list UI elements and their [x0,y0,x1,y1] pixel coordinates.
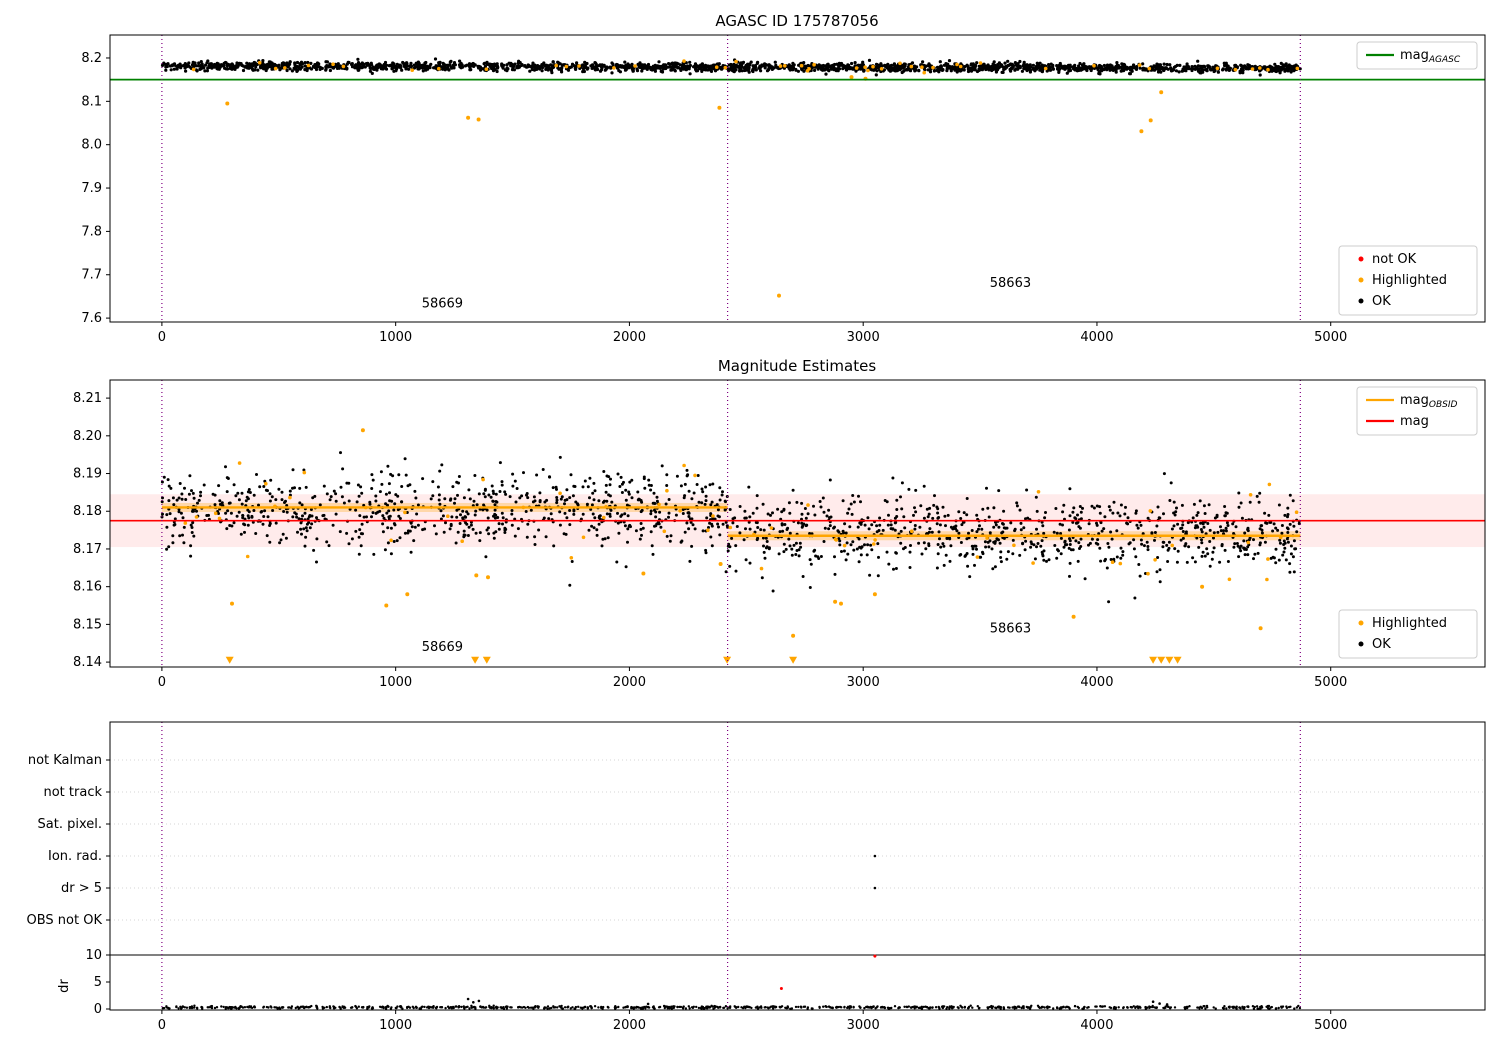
obsid-annotation: 58663 [990,622,1031,637]
dr-axis-label: dr [57,979,72,993]
dr-axis: 0 5 10 dr [57,948,110,1017]
dr-ok-points [162,855,1302,1010]
y-tick-label: 7.7 [81,268,102,283]
x-tick-label: 1000 [379,330,412,345]
x-tick-label: 2000 [613,330,646,345]
chart-flags-dr: not Kalman not track Sat. pixel. Ion. rad. d… [27,722,1486,1033]
flag-category-label: not Kalman [28,753,102,768]
x-axis-ticks: 0 1000 2000 3000 4000 5000 [158,1010,1348,1033]
y-tick-label: 8.18 [73,504,102,519]
legend: magAGASC [1357,42,1477,69]
flag-category-labels: not Kalman not track Sat. pixel. Ion. rad. d… [27,753,111,928]
axes-box [110,722,1485,1010]
y-axis-ticks: 8.14 8.15 8.16 8.17 8.18 8.19 8.20 8.21 [73,391,110,670]
chart2-title: Magnitude Estimates [718,357,876,375]
x-tick-label: 4000 [1080,1018,1113,1033]
y-tick-label: 8.19 [73,467,102,482]
obsid-annotation: 58669 [422,640,463,655]
legend-label: not OK [1372,252,1417,267]
x-tick-label: 2000 [613,1018,646,1033]
axes-box [110,35,1485,322]
dr-not-ok-points [780,955,877,990]
x-tick-label: 1000 [379,1018,412,1033]
y-tick-label: 8.2 [81,51,102,66]
highlighted-points [192,59,1299,297]
flag-category-label: Ion. rad. [48,849,102,864]
x-tick-label: 3000 [847,1018,880,1033]
flag-category-label: not track [43,785,102,800]
legend: Highlighted OK [1339,610,1477,658]
y-tick-label: 7.6 [81,311,102,326]
legend-label: Highlighted [1372,616,1447,631]
x-tick-label: 5000 [1314,1018,1347,1033]
x-tick-label: 0 [158,330,166,345]
x-tick-label: 5000 [1314,330,1347,345]
chart1-title: AGASC ID 175787056 [715,12,878,30]
legend: not OK Highlighted OK [1339,246,1477,315]
x-tick-label: 5000 [1314,675,1347,690]
obsid-boundary-lines [162,35,1300,322]
y-tick-label: 8.17 [73,542,102,557]
obsid-annotation: 58669 [422,296,463,311]
y-tick-label: 8.21 [73,391,102,406]
dr-tick-label: 10 [85,948,102,963]
obsid-annotations: 58669 58663 [422,622,1031,655]
x-tick-label: 1000 [379,675,412,690]
clipped-low-markers [226,657,1182,664]
obsid-annotation: 58663 [990,276,1031,291]
x-axis-ticks: 0 1000 2000 3000 4000 5000 [158,322,1348,345]
obsid-boundary-lines [162,722,1300,1010]
x-tick-label: 3000 [847,675,880,690]
flag-gridlines [110,760,1485,920]
dr-tick-label: 0 [94,1002,102,1017]
x-tick-label: 0 [158,675,166,690]
y-tick-label: 8.16 [73,580,102,595]
x-tick-label: 3000 [847,330,880,345]
y-tick-label: 8.0 [81,138,102,153]
flag-category-label: OBS not OK [27,913,103,928]
ok-points [161,57,1302,76]
flag-category-label: dr > 5 [61,881,102,896]
legend-label: OK [1372,637,1391,652]
obsid-annotations: 58669 58663 [422,276,1031,311]
y-tick-label: 8.1 [81,94,102,109]
legend-label: OK [1372,294,1391,309]
dr-tick-label: 5 [94,975,102,990]
x-tick-label: 2000 [613,675,646,690]
y-tick-label: 7.9 [81,181,102,196]
y-axis-ticks: 7.6 7.7 7.8 7.9 8.0 8.1 8.2 [81,51,110,326]
y-tick-label: 8.14 [73,655,102,670]
chart-agasc-mags: 0 1000 2000 3000 4000 5000 7.6 7.7 7.8 7.9 8.0 8.1 8… [81,35,1485,345]
flag-category-label: Sat. pixel. [38,817,102,832]
x-axis-ticks: 0 1000 2000 3000 4000 5000 [158,667,1348,690]
y-tick-label: 8.15 [73,617,102,632]
y-tick-label: 8.20 [73,429,102,444]
x-tick-label: 4000 [1080,675,1113,690]
legend-label: mag [1400,414,1429,429]
x-tick-label: 4000 [1080,330,1113,345]
legend-label: Highlighted [1372,273,1447,288]
x-tick-label: 0 [158,1018,166,1033]
y-tick-label: 7.8 [81,224,102,239]
